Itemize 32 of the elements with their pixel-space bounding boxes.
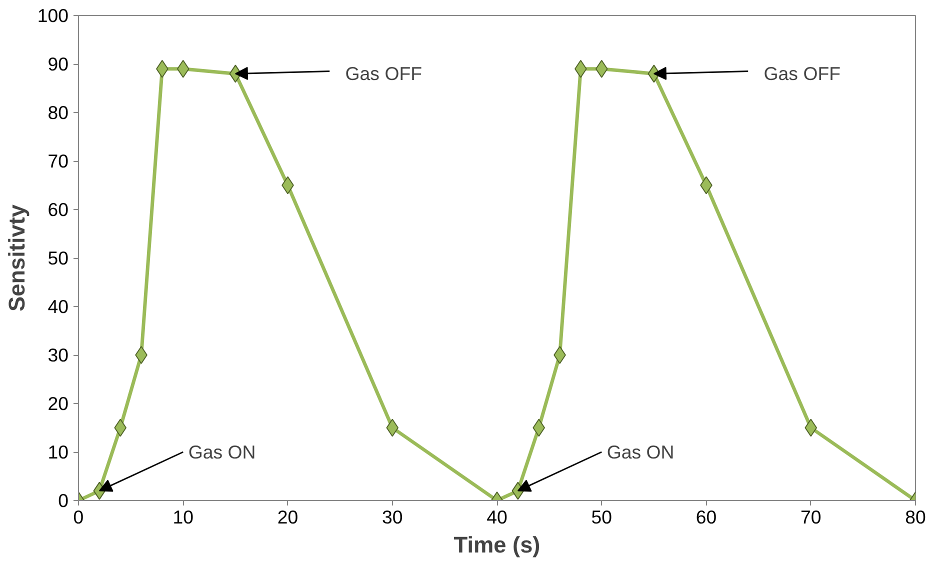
y-tick-label: 20 (48, 393, 69, 414)
x-tick-label: 0 (73, 506, 84, 528)
x-axis-title: Time (s) (454, 532, 540, 558)
annotation: Gas OFF (345, 63, 422, 84)
y-tick-label: 30 (48, 344, 69, 366)
y-tick-label: 100 (37, 5, 69, 26)
point (386, 418, 399, 437)
x-tick-label: 80 (905, 506, 926, 528)
y-tick-label: 40 (48, 296, 69, 317)
x-tick-label: 50 (591, 506, 612, 528)
y-tick-label: 50 (48, 248, 69, 268)
y-tick-label: 80 (48, 102, 69, 123)
y-axis-title: Sensitivty (3, 204, 30, 312)
x-tick-label: 30 (382, 506, 403, 528)
point (595, 60, 608, 78)
x-tick-label: 20 (277, 506, 298, 528)
annotation: Gas ON (188, 442, 256, 462)
annotation: Gas ON (606, 442, 674, 462)
point (804, 418, 818, 437)
y-tick-label: 0 (58, 490, 69, 511)
point (532, 418, 546, 437)
y-tick-label: 70 (48, 150, 69, 172)
y-tick-label: 60 (48, 199, 69, 220)
x-tick-label: 60 (696, 506, 717, 528)
y-tick-label: 90 (48, 54, 69, 74)
annotation: Gas OFF (764, 63, 840, 84)
x-tick-label: 10 (172, 506, 194, 528)
point (114, 418, 127, 437)
x-tick-label: 40 (486, 506, 508, 528)
x-tick-label: 70 (800, 506, 822, 528)
y-tick-label: 10 (48, 442, 69, 462)
point (176, 60, 190, 78)
